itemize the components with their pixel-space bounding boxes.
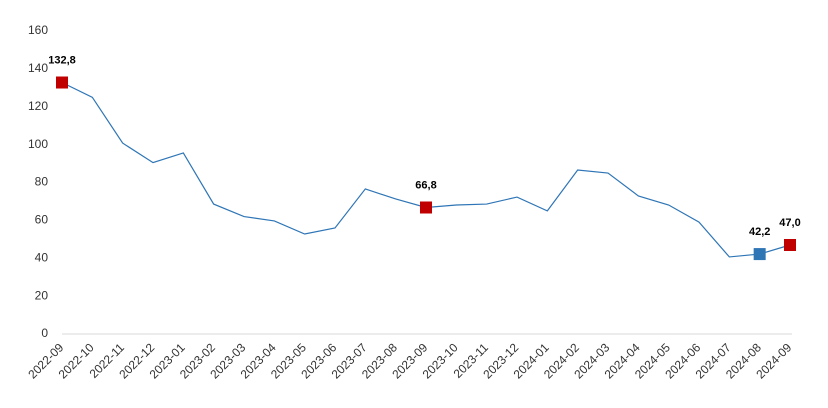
y-tick-label: 20 (35, 288, 49, 302)
point-marker (784, 238, 796, 251)
data-label: 47,0 (779, 217, 800, 229)
y-tick-label: 40 (35, 250, 49, 264)
point-marker (420, 201, 432, 214)
y-tick-label: 0 (41, 326, 48, 340)
y-tick-label: 140 (28, 61, 48, 75)
y-tick-label: 160 (28, 23, 48, 37)
y-tick-label: 100 (28, 137, 48, 151)
point-marker (753, 248, 766, 261)
y-tick-label: 120 (28, 99, 48, 113)
data-label: 132,8 (48, 54, 76, 66)
y-tick-label: 60 (35, 213, 49, 227)
y-tick-label: 80 (35, 175, 49, 189)
data-label: 66,8 (415, 179, 436, 191)
line (61, 81, 791, 258)
point-marker (56, 76, 68, 89)
data-label: 42,2 (749, 226, 770, 238)
